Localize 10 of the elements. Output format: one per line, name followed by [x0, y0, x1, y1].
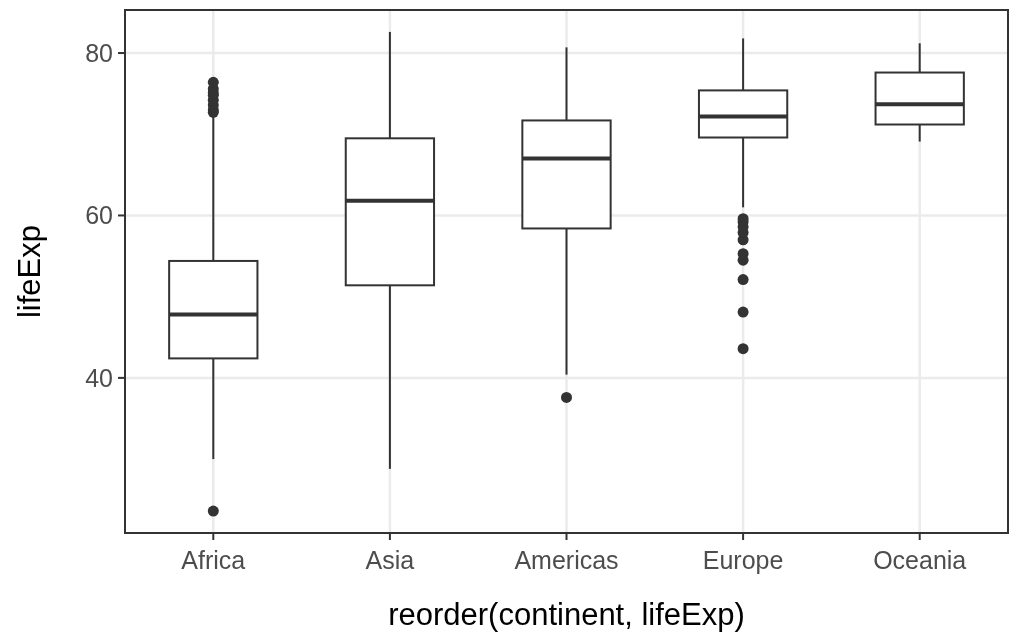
x-tick-label: Oceania	[873, 546, 967, 574]
y-tick-label: 60	[85, 201, 113, 230]
y-tick-label: 40	[85, 363, 113, 392]
x-axis-title: reorder(continent, lifeExp)	[388, 597, 745, 632]
y-tick-label: 80	[85, 38, 113, 67]
x-tick-label: Europe	[702, 546, 784, 574]
x-tick-label: Americas	[514, 546, 619, 574]
x-tick-label: Asia	[365, 546, 415, 574]
x-tick-label: Africa	[181, 546, 246, 574]
y-axis-title: lifeExp	[12, 224, 47, 319]
